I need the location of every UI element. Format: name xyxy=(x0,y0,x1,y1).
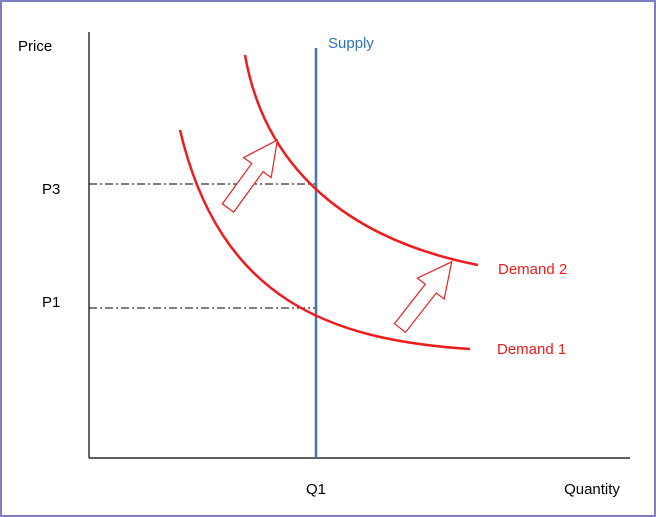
y-axis-label: Price xyxy=(18,38,52,55)
demand-label: Demand 2 xyxy=(498,261,567,278)
price-label: P3 xyxy=(42,181,60,198)
demand-1-curve xyxy=(178,129,471,351)
shift-arrow xyxy=(393,260,453,334)
quantity-label: Q1 xyxy=(306,481,326,498)
demand-2-curve xyxy=(243,54,479,267)
demand-label: Demand 1 xyxy=(497,341,566,358)
x-axis-label: Quantity xyxy=(564,481,620,498)
supply-label: Supply xyxy=(328,35,374,52)
price-label: P1 xyxy=(42,294,60,311)
shift-arrow xyxy=(221,138,279,213)
